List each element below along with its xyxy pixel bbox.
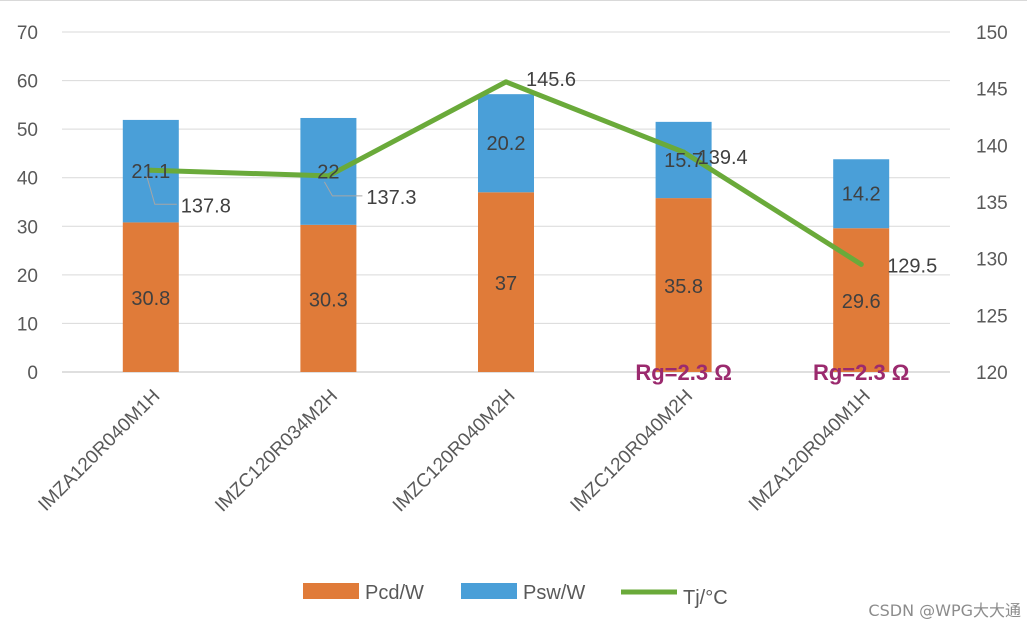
label-pcd: 29.6	[842, 291, 881, 313]
bar-pcd	[655, 198, 712, 372]
tj-leader-line	[146, 176, 177, 205]
rg-annotation: Rg=2.3 Ω	[813, 360, 910, 385]
label-psw: 14.2	[842, 184, 881, 206]
bar-psw	[833, 159, 890, 229]
label-tj: 137.3	[366, 187, 416, 209]
tj-point	[325, 173, 331, 179]
left-tick-label: 0	[27, 363, 38, 384]
bar-pcd	[478, 192, 534, 372]
right-axis: 120 125 130 135 140 145 150	[976, 23, 1008, 384]
tj-point	[503, 79, 509, 85]
left-tick-label: 60	[17, 72, 38, 93]
label-pcd: 30.8	[131, 288, 170, 310]
legend-label: Pcd/W	[365, 582, 424, 604]
legend-swatch	[303, 583, 359, 599]
left-tick-label: 70	[17, 23, 38, 44]
tj-point	[681, 149, 687, 155]
tj-leader-line	[323, 181, 363, 197]
right-tick-label: 135	[976, 193, 1008, 214]
left-tick-label: 20	[17, 266, 38, 287]
tj-line	[148, 79, 864, 267]
label-psw: 20.2	[487, 133, 526, 155]
tj-point	[148, 167, 154, 173]
bar-pcd	[300, 224, 357, 372]
label-tj: 129.5	[887, 255, 937, 277]
label-tj: 139.4	[698, 147, 748, 169]
label-pcd: 37	[495, 273, 517, 295]
right-tick-label: 140	[976, 136, 1008, 157]
category-label: IMZC120R040M2H	[389, 386, 520, 517]
legend: Pcd/W Psw/W Tj/°C	[303, 582, 728, 609]
left-tick-label: 50	[17, 120, 38, 141]
category-label: IMZA120R040M1H	[34, 386, 164, 516]
left-axis: 0 10 20 30 40 50 60 70	[17, 23, 38, 384]
category-label: IMZC120R034M2H	[211, 386, 342, 517]
data-labels: 30.8 21.1 30.3 22 37 20.2 35.8 15.7 29.6 14.2 137.…	[131, 69, 937, 313]
label-pcd: 35.8	[664, 276, 703, 298]
watermark: CSDN @WPG大大通	[868, 601, 1021, 620]
label-tj: 137.8	[181, 195, 231, 217]
bar-psw	[655, 121, 712, 199]
legend-swatch	[461, 583, 517, 599]
legend-label: Psw/W	[523, 582, 585, 604]
bar-pcd	[122, 222, 179, 372]
right-tick-label: 145	[976, 80, 1008, 101]
category-labels: IMZA120R040M1H IMZC120R034M2H IMZC120R040M…	[34, 386, 874, 517]
left-tick-label: 10	[17, 314, 38, 335]
right-tick-label: 120	[976, 363, 1008, 384]
right-tick-label: 130	[976, 250, 1008, 271]
bar-psw	[300, 117, 357, 225]
bar-psw	[478, 94, 534, 193]
label-psw: 15.7	[664, 150, 703, 172]
label-tj: 145.6	[526, 69, 576, 91]
rg-annotation: Rg=2.3 Ω	[635, 360, 732, 385]
right-tick-label: 150	[976, 23, 1008, 44]
legend-label: Tj/°C	[683, 587, 728, 609]
label-psw: 22	[317, 161, 339, 183]
right-tick-label: 125	[976, 306, 1008, 327]
category-label: IMZC120R040M2H	[567, 386, 698, 517]
label-pcd: 30.3	[309, 289, 348, 311]
left-tick-label: 30	[17, 217, 38, 238]
left-tick-label: 40	[17, 169, 38, 190]
annotations: Rg=2.3 Ω Rg=2.3 Ω	[635, 360, 909, 385]
category-label: IMZA120R040M1H	[745, 386, 875, 516]
tj-point	[858, 261, 864, 267]
label-psw: 21.1	[131, 161, 170, 183]
